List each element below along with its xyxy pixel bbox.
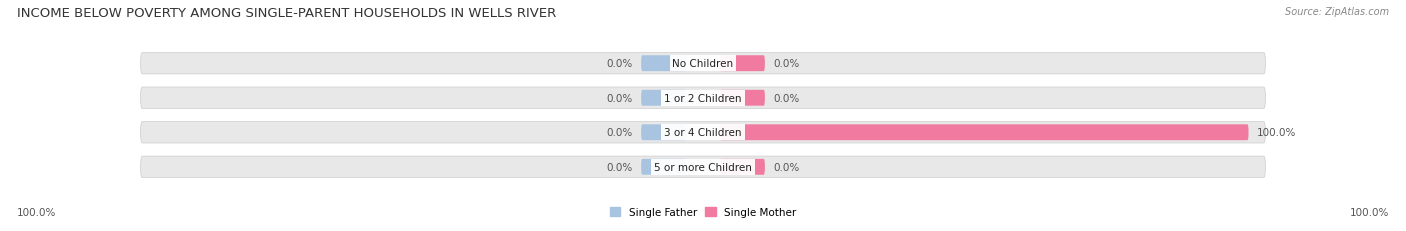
FancyBboxPatch shape bbox=[641, 125, 686, 141]
FancyBboxPatch shape bbox=[141, 88, 1265, 109]
Text: 0.0%: 0.0% bbox=[606, 93, 633, 103]
FancyBboxPatch shape bbox=[720, 125, 1249, 141]
Text: 0.0%: 0.0% bbox=[606, 128, 633, 138]
FancyBboxPatch shape bbox=[141, 156, 1265, 178]
Legend: Single Father, Single Mother: Single Father, Single Mother bbox=[606, 203, 800, 221]
Text: 0.0%: 0.0% bbox=[606, 59, 633, 69]
Text: 100.0%: 100.0% bbox=[17, 207, 56, 217]
Text: Source: ZipAtlas.com: Source: ZipAtlas.com bbox=[1285, 7, 1389, 17]
Text: INCOME BELOW POVERTY AMONG SINGLE-PARENT HOUSEHOLDS IN WELLS RIVER: INCOME BELOW POVERTY AMONG SINGLE-PARENT… bbox=[17, 7, 557, 20]
Text: 0.0%: 0.0% bbox=[606, 162, 633, 172]
Text: 1 or 2 Children: 1 or 2 Children bbox=[664, 93, 742, 103]
Text: 100.0%: 100.0% bbox=[1257, 128, 1296, 138]
Text: 0.0%: 0.0% bbox=[773, 93, 800, 103]
FancyBboxPatch shape bbox=[141, 122, 1265, 143]
FancyBboxPatch shape bbox=[720, 90, 765, 106]
FancyBboxPatch shape bbox=[641, 56, 686, 72]
Text: 100.0%: 100.0% bbox=[1350, 207, 1389, 217]
Text: 0.0%: 0.0% bbox=[773, 59, 800, 69]
Text: 0.0%: 0.0% bbox=[773, 162, 800, 172]
Text: No Children: No Children bbox=[672, 59, 734, 69]
FancyBboxPatch shape bbox=[641, 159, 686, 175]
Text: 3 or 4 Children: 3 or 4 Children bbox=[664, 128, 742, 138]
FancyBboxPatch shape bbox=[641, 90, 686, 106]
FancyBboxPatch shape bbox=[720, 56, 765, 72]
FancyBboxPatch shape bbox=[141, 53, 1265, 75]
FancyBboxPatch shape bbox=[720, 159, 765, 175]
Text: 5 or more Children: 5 or more Children bbox=[654, 162, 752, 172]
